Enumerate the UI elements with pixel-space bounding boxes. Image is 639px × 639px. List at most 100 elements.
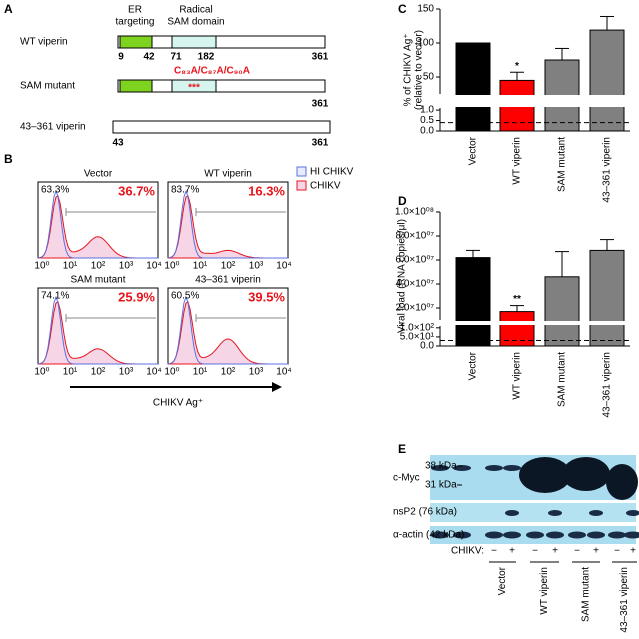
x-tick-label: 10² xyxy=(221,261,236,272)
band xyxy=(526,531,544,539)
construct-bar xyxy=(112,120,331,134)
y-tick-label: 2.0×10⁰⁷ xyxy=(396,303,435,314)
band xyxy=(608,531,626,539)
axis-arrow-head xyxy=(272,382,282,392)
domain-label: ER xyxy=(128,5,142,16)
legend-label: HI CHIKV xyxy=(310,167,354,178)
y-tick-label: 1.0 xyxy=(420,105,434,116)
axis-break xyxy=(544,95,580,107)
x-tick-label: 10⁴ xyxy=(276,261,291,272)
group-label: SAM mutant xyxy=(581,567,592,622)
lane-sign: + xyxy=(593,546,599,557)
hi-chikv-histogram xyxy=(37,295,158,365)
bar xyxy=(589,249,625,347)
y-tick-label: 0.5 xyxy=(420,115,434,126)
band xyxy=(546,531,564,539)
legend-label: CHIKV xyxy=(310,181,341,192)
bar xyxy=(544,276,580,347)
bar xyxy=(455,257,491,347)
x-tick-label: SAM mutant xyxy=(557,352,568,407)
gate-percent: 39.5% xyxy=(248,289,285,304)
y-axis-label: % of CHIKV Ag⁺ xyxy=(403,33,414,106)
x-tick-label: 10³ xyxy=(119,367,134,378)
y-tick-label: 50 xyxy=(423,72,435,83)
residue-label: 43 xyxy=(112,138,124,149)
lane-sign: − xyxy=(491,546,497,557)
axis-break xyxy=(589,95,625,107)
band xyxy=(485,465,503,471)
x-tick-label: Vector xyxy=(468,351,479,380)
x-tick-label: 10³ xyxy=(249,261,264,272)
x-tick-label: 10¹ xyxy=(193,261,208,272)
y-axis-label: Viral load (RNA copies/μl) xyxy=(397,219,408,333)
x-tick-label: 10⁰ xyxy=(164,367,179,378)
x-tick-label: 10² xyxy=(221,367,236,378)
x-tick-label: 10² xyxy=(91,261,106,272)
plot-title: SAM mutant xyxy=(70,275,125,286)
blot-label: c-Myc xyxy=(393,473,420,484)
panel-label: C xyxy=(398,2,407,16)
bar xyxy=(455,42,491,132)
hi-chikv-histogram xyxy=(167,295,288,365)
sam-domain xyxy=(171,35,217,49)
y-tick-label: 5.0×10¹ xyxy=(400,332,435,343)
x-tick-label: 43–361 viperin xyxy=(602,137,613,203)
x-tick-label: 10¹ xyxy=(193,367,208,378)
x-tick-label: Vector xyxy=(468,136,479,165)
construct-name: WT viperin xyxy=(20,37,68,48)
plot-title: Vector xyxy=(84,169,113,180)
lane-sign: − xyxy=(532,546,538,557)
blot-label: 31 kDa xyxy=(425,480,457,491)
band xyxy=(485,531,503,539)
band xyxy=(562,457,610,491)
blot-label: 38 kDa xyxy=(425,461,457,472)
axis-break xyxy=(544,321,580,325)
residue-label: 361 xyxy=(312,99,329,110)
domain-label: targeting xyxy=(116,17,155,28)
axis-break xyxy=(455,95,491,107)
y-tick-label: 8.0×10⁰⁷ xyxy=(396,231,435,242)
x-tick-label: WT viperin xyxy=(512,352,523,400)
lane-sign: − xyxy=(614,546,620,557)
gate-percent: 60.5% xyxy=(171,291,199,302)
group-label: WT viperin xyxy=(539,567,550,615)
residue-label: 361 xyxy=(312,52,329,63)
lane-sign: + xyxy=(630,546,636,557)
significance: ** xyxy=(513,294,521,305)
sam-domain xyxy=(171,79,217,93)
band xyxy=(505,510,519,516)
band xyxy=(626,510,639,516)
axis-break xyxy=(499,321,535,325)
band xyxy=(453,531,471,539)
x-tick-label: 10⁴ xyxy=(276,367,291,378)
construct-bar xyxy=(117,79,326,93)
lane-sign: + xyxy=(509,546,515,557)
construct-name: 43–361 viperin xyxy=(20,122,86,133)
axis-break xyxy=(589,321,625,325)
axis-break xyxy=(499,95,535,107)
y-tick-label: 0.0 xyxy=(420,126,434,137)
mutation-mark: *** xyxy=(188,83,200,94)
band xyxy=(548,510,562,516)
y-tick-label: 100 xyxy=(417,38,434,49)
band xyxy=(606,464,638,500)
residue-label: 71 xyxy=(170,52,182,63)
residue-label: 9 xyxy=(118,52,124,63)
gate-percent: 63.3% xyxy=(41,185,69,196)
x-tick-label: 10¹ xyxy=(63,367,78,378)
y-tick-label: 1.0×10⁰⁸ xyxy=(395,207,434,218)
plot-title: 43–361 viperin xyxy=(195,275,261,286)
y-tick-label: 0.0 xyxy=(420,341,434,352)
panel-label: E xyxy=(398,442,406,456)
hi-chikv-histogram xyxy=(167,189,288,259)
gate-percent: 25.9% xyxy=(118,289,155,304)
gate-percent: 74.1% xyxy=(41,291,69,302)
x-tick-label: 10¹ xyxy=(63,261,78,272)
plot-title: WT viperin xyxy=(204,169,252,180)
domain-label: Radical xyxy=(179,5,212,16)
lane-sign: + xyxy=(552,546,558,557)
chikv-label: CHIKV: xyxy=(451,546,484,557)
residue-label: 361 xyxy=(312,138,329,149)
x-tick-label: SAM mutant xyxy=(557,137,568,192)
band xyxy=(568,531,586,539)
